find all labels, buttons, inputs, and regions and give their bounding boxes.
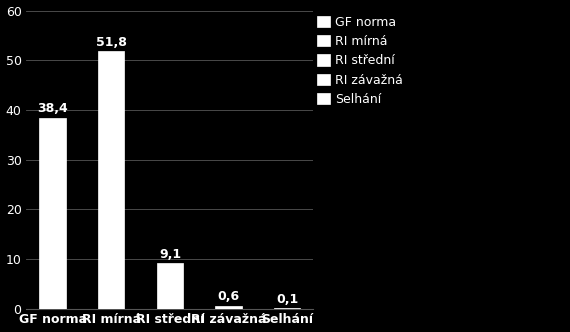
Bar bbox=[98, 51, 124, 308]
Text: 38,4: 38,4 bbox=[37, 102, 68, 115]
Bar bbox=[39, 118, 66, 308]
Text: 0,6: 0,6 bbox=[218, 290, 239, 303]
Text: 0,1: 0,1 bbox=[276, 292, 298, 305]
Bar bbox=[215, 305, 242, 308]
Text: 9,1: 9,1 bbox=[159, 248, 181, 261]
Bar bbox=[157, 263, 183, 308]
Legend: GF norma, RI mírná, RI střední, RI závažná, Selhání: GF norma, RI mírná, RI střední, RI závaž… bbox=[312, 11, 408, 111]
Text: 51,8: 51,8 bbox=[96, 36, 127, 49]
